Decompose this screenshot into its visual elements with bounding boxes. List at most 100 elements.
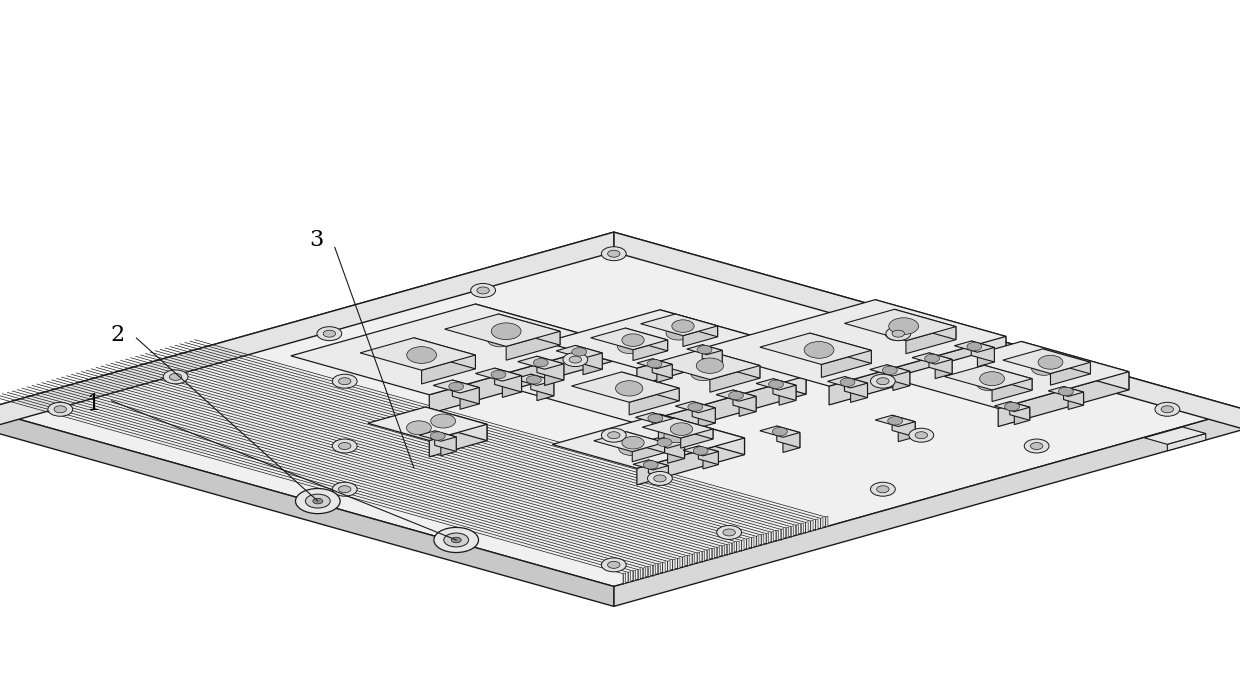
Polygon shape (1068, 392, 1084, 410)
Polygon shape (913, 353, 952, 364)
Polygon shape (806, 521, 808, 533)
Polygon shape (429, 343, 614, 413)
Circle shape (615, 381, 642, 396)
Polygon shape (653, 466, 668, 483)
Circle shape (332, 439, 357, 453)
Polygon shape (498, 314, 560, 345)
Circle shape (1024, 439, 1049, 453)
Polygon shape (810, 333, 872, 363)
Polygon shape (955, 341, 994, 352)
Polygon shape (621, 372, 680, 401)
Circle shape (693, 447, 708, 455)
Polygon shape (709, 365, 760, 392)
Polygon shape (291, 304, 614, 395)
Circle shape (723, 529, 735, 536)
Polygon shape (712, 548, 714, 559)
Circle shape (601, 247, 626, 261)
Polygon shape (460, 388, 479, 409)
Circle shape (608, 250, 620, 257)
Polygon shape (632, 460, 668, 470)
Circle shape (618, 339, 642, 353)
Circle shape (487, 333, 512, 347)
Circle shape (644, 461, 658, 469)
Polygon shape (1022, 342, 1128, 390)
Circle shape (672, 320, 694, 332)
Polygon shape (637, 336, 753, 385)
Polygon shape (626, 431, 665, 452)
Circle shape (620, 387, 645, 401)
Polygon shape (746, 538, 749, 549)
Polygon shape (683, 326, 718, 346)
Polygon shape (614, 409, 1240, 606)
Circle shape (477, 287, 490, 294)
Polygon shape (756, 378, 796, 390)
Polygon shape (682, 556, 684, 567)
Circle shape (877, 378, 889, 385)
Polygon shape (475, 304, 614, 362)
Polygon shape (1145, 427, 1205, 444)
Circle shape (317, 327, 342, 341)
Circle shape (883, 366, 898, 374)
Polygon shape (697, 552, 699, 563)
Polygon shape (1009, 401, 1029, 420)
Polygon shape (441, 437, 456, 456)
Circle shape (1038, 355, 1063, 369)
Polygon shape (453, 380, 479, 404)
Polygon shape (893, 372, 910, 390)
Circle shape (697, 346, 712, 354)
Polygon shape (590, 328, 667, 350)
Polygon shape (414, 338, 475, 369)
Polygon shape (707, 351, 722, 369)
Circle shape (339, 486, 351, 493)
Polygon shape (796, 524, 799, 535)
Polygon shape (1064, 387, 1084, 405)
Polygon shape (575, 346, 603, 369)
Polygon shape (637, 569, 641, 580)
Circle shape (729, 391, 744, 399)
Circle shape (55, 406, 67, 413)
Circle shape (471, 284, 496, 298)
Polygon shape (821, 351, 872, 378)
Polygon shape (544, 364, 564, 385)
Circle shape (410, 355, 435, 369)
Polygon shape (781, 528, 784, 539)
Circle shape (601, 428, 626, 442)
Polygon shape (935, 360, 952, 378)
Polygon shape (998, 372, 1128, 427)
Circle shape (688, 403, 703, 411)
Circle shape (877, 486, 889, 493)
Polygon shape (776, 530, 779, 541)
Polygon shape (945, 365, 1032, 390)
Polygon shape (425, 407, 487, 441)
Polygon shape (629, 388, 680, 415)
Polygon shape (572, 372, 680, 402)
Polygon shape (1048, 387, 1084, 397)
Polygon shape (517, 356, 564, 369)
Polygon shape (537, 356, 564, 380)
Polygon shape (657, 365, 672, 383)
Polygon shape (652, 565, 655, 576)
Circle shape (430, 432, 445, 441)
Circle shape (434, 528, 479, 553)
Circle shape (170, 374, 182, 381)
Circle shape (563, 353, 588, 367)
Polygon shape (495, 368, 522, 392)
Polygon shape (660, 309, 753, 353)
Polygon shape (875, 300, 1006, 355)
Circle shape (892, 330, 904, 337)
Polygon shape (681, 429, 713, 448)
Circle shape (164, 370, 188, 384)
Polygon shape (0, 232, 614, 429)
Polygon shape (667, 560, 670, 572)
Circle shape (980, 372, 1004, 385)
Circle shape (451, 537, 461, 543)
Text: 3: 3 (309, 229, 324, 252)
Circle shape (1154, 402, 1179, 416)
Polygon shape (435, 431, 456, 452)
Text: 2: 2 (110, 323, 125, 346)
Polygon shape (773, 378, 796, 400)
Polygon shape (698, 446, 718, 465)
Circle shape (811, 348, 836, 362)
Polygon shape (360, 338, 475, 370)
Circle shape (407, 421, 432, 435)
